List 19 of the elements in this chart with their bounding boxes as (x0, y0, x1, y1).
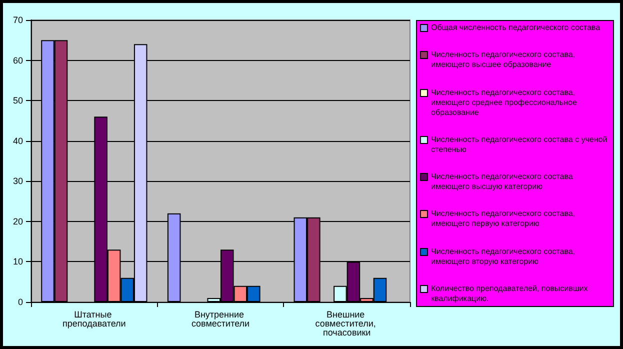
y-tick-label: 60 (12, 55, 23, 66)
y-tick-label: 70 (12, 15, 23, 25)
y-tick-label: 30 (12, 176, 23, 186)
legend-label: Количество преподавателей, повысивших квалификацию. (431, 284, 589, 304)
legend-label: Численность педагогического состава, имеющего вторую категорию (431, 246, 576, 267)
x-tick-label: Штатные преподаватели (62, 310, 126, 328)
legend-label: Численность педагогического состава имеющего высшую категорию (431, 172, 574, 192)
legend-label: Общая численность педагогического состава (431, 23, 600, 33)
x-tick-label: Внутренние совместители (191, 310, 250, 328)
y-tick-label: 40 (12, 136, 23, 146)
y-tick-label: 50 (12, 96, 23, 106)
y-tick-label: 20 (12, 216, 23, 226)
legend-label: Численность педагогического состава, имеющего высшее образование (431, 50, 576, 70)
x-tick-label: Внешние совместители, почасовики (315, 310, 378, 338)
y-tick-label: 0 (18, 297, 23, 307)
legend-label: Численность педагогического состава, имеющего среднее профессиональное образование (431, 88, 578, 118)
legend-label: Численность педагогического состава с ученой степенью (431, 134, 608, 155)
legend-label: Численность педагогического состава, имеющего первую категорию (431, 209, 576, 230)
y-tick-label: 10 (12, 256, 23, 267)
